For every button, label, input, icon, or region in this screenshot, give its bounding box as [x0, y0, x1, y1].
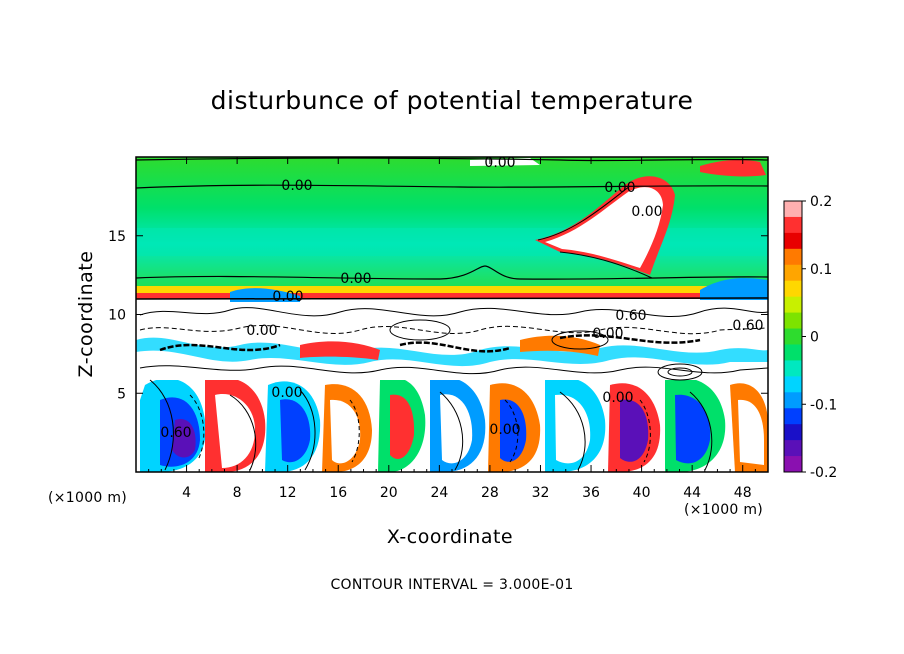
contour-upper [136, 184, 768, 189]
blob-red-2 [390, 394, 415, 459]
colorbar-swatch [784, 360, 802, 377]
colorbar-swatch [784, 264, 802, 282]
y-axis-ticks: 5 10 15 [108, 229, 768, 402]
y-axis-label: Z-coordinate [75, 250, 97, 378]
blob-blue-2 [280, 399, 311, 463]
contour-label: 0.00 [246, 323, 277, 339]
colorbar-swatch [784, 201, 802, 218]
contour-interval-note: CONTOUR INTERVAL = 3.000E-01 [330, 577, 574, 593]
contour-label: 0.00 [340, 271, 371, 287]
contour-label: 0.00 [484, 155, 515, 171]
colorbar-ticks: 0.2 0.1 0 -0.1 -0.2 [802, 194, 837, 481]
field-layer [136, 157, 768, 472]
blob-purple-1 [172, 419, 196, 458]
y-tick-label: 10 [108, 308, 126, 324]
x-unit-right: (×1000 m) [684, 502, 764, 518]
mid-band-white [136, 350, 768, 380]
plume-white [545, 187, 663, 268]
contour-label: 0.00 [271, 385, 302, 401]
colorbar-swatch [784, 296, 802, 314]
colorbar [784, 201, 802, 473]
colorbar-swatch [784, 376, 802, 393]
x-tick-label: 12 [279, 485, 297, 501]
contour-top [136, 157, 768, 162]
contour-eddy-4 [389, 319, 451, 341]
contour-middle [136, 265, 768, 280]
chart-title: disturbunce of potential temperature [210, 86, 694, 115]
right-blue-patch [700, 278, 768, 300]
colorbar-tick-label: -0.2 [810, 465, 837, 481]
colorbar-swatch [784, 440, 802, 457]
contour-label: 0.00 [489, 422, 520, 438]
x-tick-label: 48 [734, 485, 752, 501]
top-right-red [700, 159, 766, 177]
top-white-patch [470, 158, 540, 166]
x-tick-label: 24 [430, 485, 448, 501]
colorbar-swatch [784, 216, 802, 234]
contour-label: 0.00 [272, 289, 303, 305]
blob-white-5 [738, 399, 764, 465]
contour-label: 0.60 [732, 318, 763, 334]
contour-label: 0.00 [631, 204, 662, 220]
blob-blue-4 [500, 399, 527, 462]
contour-eddy-1 [657, 363, 703, 381]
contour-wave-2 [139, 325, 768, 335]
colorbar-tick-label: -0.1 [810, 397, 837, 413]
colorbar-swatch [784, 280, 802, 298]
contour-cells [149, 379, 713, 471]
colorbar-swatch [784, 232, 802, 250]
contour-wave-3 [139, 365, 768, 375]
upper-cyan-band [136, 228, 768, 256]
colorbar-swatch [784, 408, 802, 425]
contour-eddy-2 [667, 367, 693, 377]
mid-red-streak [300, 341, 380, 360]
contour-label: 0.00 [602, 390, 633, 406]
inversion-yellow [136, 286, 768, 294]
contour-eddy-3 [551, 330, 609, 350]
colorbar-swatch [784, 456, 802, 473]
contour-dense [159, 334, 701, 353]
colorbar-swatch [784, 424, 802, 441]
blob-white-3 [440, 394, 473, 464]
contour-labels: 0.00 0.00 0.00 0.00 0.00 0.00 0.00 0.60 0.00 0.60… [160, 155, 763, 441]
x-tick-label: 20 [380, 485, 398, 501]
colorbar-tick-label: 0.1 [810, 262, 832, 278]
x-tick-label: 28 [481, 485, 499, 501]
x-unit-left: (×1000 m) [48, 490, 128, 506]
colorbar-tick-label: 0 [810, 330, 819, 346]
contour-plume [537, 185, 653, 279]
colorbar-tick-label: 0.2 [810, 194, 832, 210]
colorbar-swatch [784, 392, 802, 409]
x-tick-label: 36 [582, 485, 600, 501]
contour-label: 0.00 [281, 178, 312, 194]
contour-label: 0.00 [592, 326, 623, 342]
x-tick-label: 32 [532, 485, 550, 501]
colorbar-swatch [784, 328, 802, 345]
contour-layer [136, 157, 768, 471]
x-axis-label: X-coordinate [386, 526, 514, 548]
blob-white-2 [330, 399, 361, 464]
y-tick-label: 15 [108, 229, 126, 245]
y-tick-label: 5 [117, 386, 126, 402]
inversion-red [136, 293, 768, 299]
x-axis-ticks: 4 8 12 16 20 24 28 32 36 40 44 48 [148, 157, 756, 501]
blob-blue-5 [675, 394, 711, 464]
colorbar-swatch [784, 344, 802, 361]
contour-label: 0.60 [615, 308, 646, 324]
contour-label: 0.60 [160, 425, 191, 441]
colorbar-swatch [784, 312, 802, 330]
x-tick-label: 44 [683, 485, 701, 501]
x-tick-label: 8 [233, 485, 242, 501]
blob-white-4 [555, 394, 591, 464]
contour-wave-1 [139, 307, 768, 317]
blob-purple-2 [620, 399, 649, 462]
contour-label: 0.00 [604, 180, 635, 196]
x-tick-label: 16 [329, 485, 347, 501]
blob-white-1 [215, 394, 255, 468]
x-tick-label: 40 [633, 485, 651, 501]
colorbar-swatch [784, 248, 802, 266]
x-tick-label: 4 [182, 485, 191, 501]
